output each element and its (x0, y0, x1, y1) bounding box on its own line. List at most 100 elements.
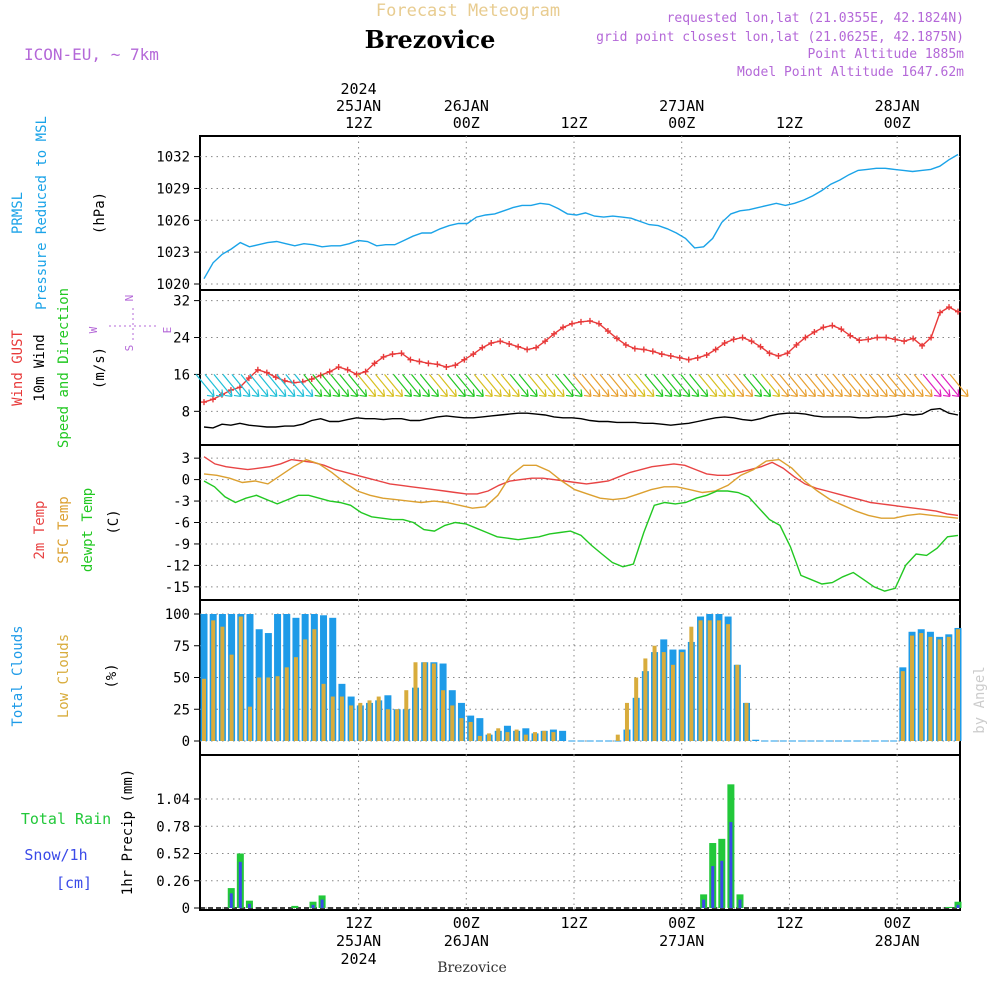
wind-direction-arrow (285, 374, 305, 398)
compass-north: N (123, 295, 136, 302)
low-cloud-bar (431, 663, 436, 741)
wind-direction-arrow (940, 374, 960, 398)
wind-direction-arrow (312, 374, 332, 398)
wind-gust-point (586, 317, 593, 324)
wind-direction-arrow (796, 374, 816, 398)
wind-direction-arrow (949, 374, 969, 398)
wind-direction-arrow (841, 374, 861, 398)
snow-bar (229, 893, 233, 908)
low-cloud-bar (726, 624, 731, 741)
wind-gust-point (865, 336, 872, 343)
low-cloud-bar (533, 732, 538, 741)
wind-gust-point (730, 336, 737, 343)
low-cloud-bar (689, 626, 694, 741)
low-cloud-bar (293, 657, 298, 741)
wind-gust-point (928, 334, 935, 341)
label-hpa: (hPa) (92, 192, 108, 234)
low-cloud-bar (551, 732, 556, 741)
wind-direction-arrow (823, 374, 843, 398)
low-cloud-bar (698, 620, 703, 741)
total-cloud-bar (476, 718, 484, 741)
wind-gust-point (901, 338, 908, 345)
grid-point-coords: grid point closest lon,lat (21.0625E, 42… (596, 30, 964, 45)
wind-gust-point (425, 360, 432, 367)
low-cloud-bar (542, 730, 547, 741)
bottom-time-label: 12Z (560, 914, 587, 932)
top-time-label: 00Z (668, 114, 695, 132)
low-cloud-bar (266, 677, 271, 741)
wind-direction-arrow (294, 374, 314, 398)
total-cloud-bar (320, 615, 328, 741)
wind-direction-arrow (644, 374, 664, 398)
low-cloud-bar (211, 620, 216, 741)
low-cloud-bar (275, 676, 280, 741)
wind-direction-arrow (482, 374, 502, 398)
low-cloud-bar (468, 721, 473, 741)
label-precip: 1hr Precip (mm) (120, 769, 136, 895)
wind-direction-arrow (240, 374, 260, 398)
wind-direction-arrow (698, 374, 718, 398)
low-cloud-bar (459, 718, 464, 741)
low-cloud-bar (450, 705, 455, 741)
y-tick-label: 50 (173, 671, 190, 687)
label-dewpt-temp: dewpt Temp (80, 488, 96, 572)
label-total-clouds: Total Clouds (10, 625, 26, 726)
y-tick-label: 0.78 (156, 819, 190, 835)
wind-gust-point (802, 334, 809, 341)
low-cloud-bar (624, 702, 629, 741)
wind-direction-arrow (850, 374, 870, 398)
wind-direction-arrow (922, 374, 942, 398)
wind-direction-arrow (249, 374, 269, 398)
wind-gust-point (416, 358, 423, 365)
temp-2m-line (203, 456, 959, 517)
wind-gust-point (793, 341, 800, 348)
low-cloud-bar (937, 639, 942, 741)
snow-bar (320, 899, 324, 908)
wind-direction-arrow (321, 374, 341, 398)
wind-direction-arrow (330, 374, 350, 398)
wind-direction-arrow (500, 374, 520, 398)
low-cloud-bar (395, 709, 400, 741)
low-cloud-bar (661, 652, 666, 741)
wind-gust-point (560, 324, 567, 331)
wind-gust-point (919, 342, 926, 349)
low-cloud-bar (257, 677, 262, 741)
wind-gust-point (847, 332, 854, 339)
temp-sfc-line (203, 458, 959, 519)
low-cloud-bar (919, 633, 924, 741)
wind-direction-arrow (805, 374, 825, 398)
wind-gust-point (578, 318, 584, 325)
low-cloud-bar (735, 664, 740, 741)
low-cloud-bar (946, 636, 951, 741)
snow-bar (247, 903, 251, 908)
label-10m-wind: 10m Wind (32, 334, 48, 401)
low-cloud-bar (238, 616, 243, 741)
wind-direction-arrow (509, 374, 529, 398)
wind-direction-arrow (707, 374, 727, 398)
wind-direction-arrow (743, 374, 763, 398)
wind-gust-point (371, 360, 378, 367)
wind-gust-point (335, 364, 342, 371)
bottom-location: Brezovice (437, 960, 507, 976)
wind-direction-arrow (231, 374, 251, 398)
top-time-label: 12Z (345, 114, 372, 132)
wind-direction-arrow (267, 374, 287, 398)
label-speed-direction: Speed and Direction (56, 288, 72, 448)
label-total-rain: Total Rain (21, 810, 111, 828)
wind-gust-point (326, 368, 333, 375)
low-cloud-bar (284, 667, 289, 741)
bottom-time-label: 26JAN (444, 932, 489, 950)
bottom-time-label: 00Z (668, 914, 695, 932)
wind-gust-point (263, 369, 270, 376)
bottom-time-label: 12Z (776, 914, 803, 932)
wind-gust-point (838, 326, 845, 333)
wind-gust-point (209, 396, 216, 403)
wind-gust-point (452, 362, 459, 369)
wind-speed-line (203, 407, 959, 429)
top-time-label: 26JAN (444, 97, 489, 115)
total-cloud-bar (329, 617, 337, 741)
panel-frame-pressure (199, 135, 961, 291)
low-cloud-bar (716, 620, 721, 741)
wind-direction-arrow (752, 374, 772, 398)
